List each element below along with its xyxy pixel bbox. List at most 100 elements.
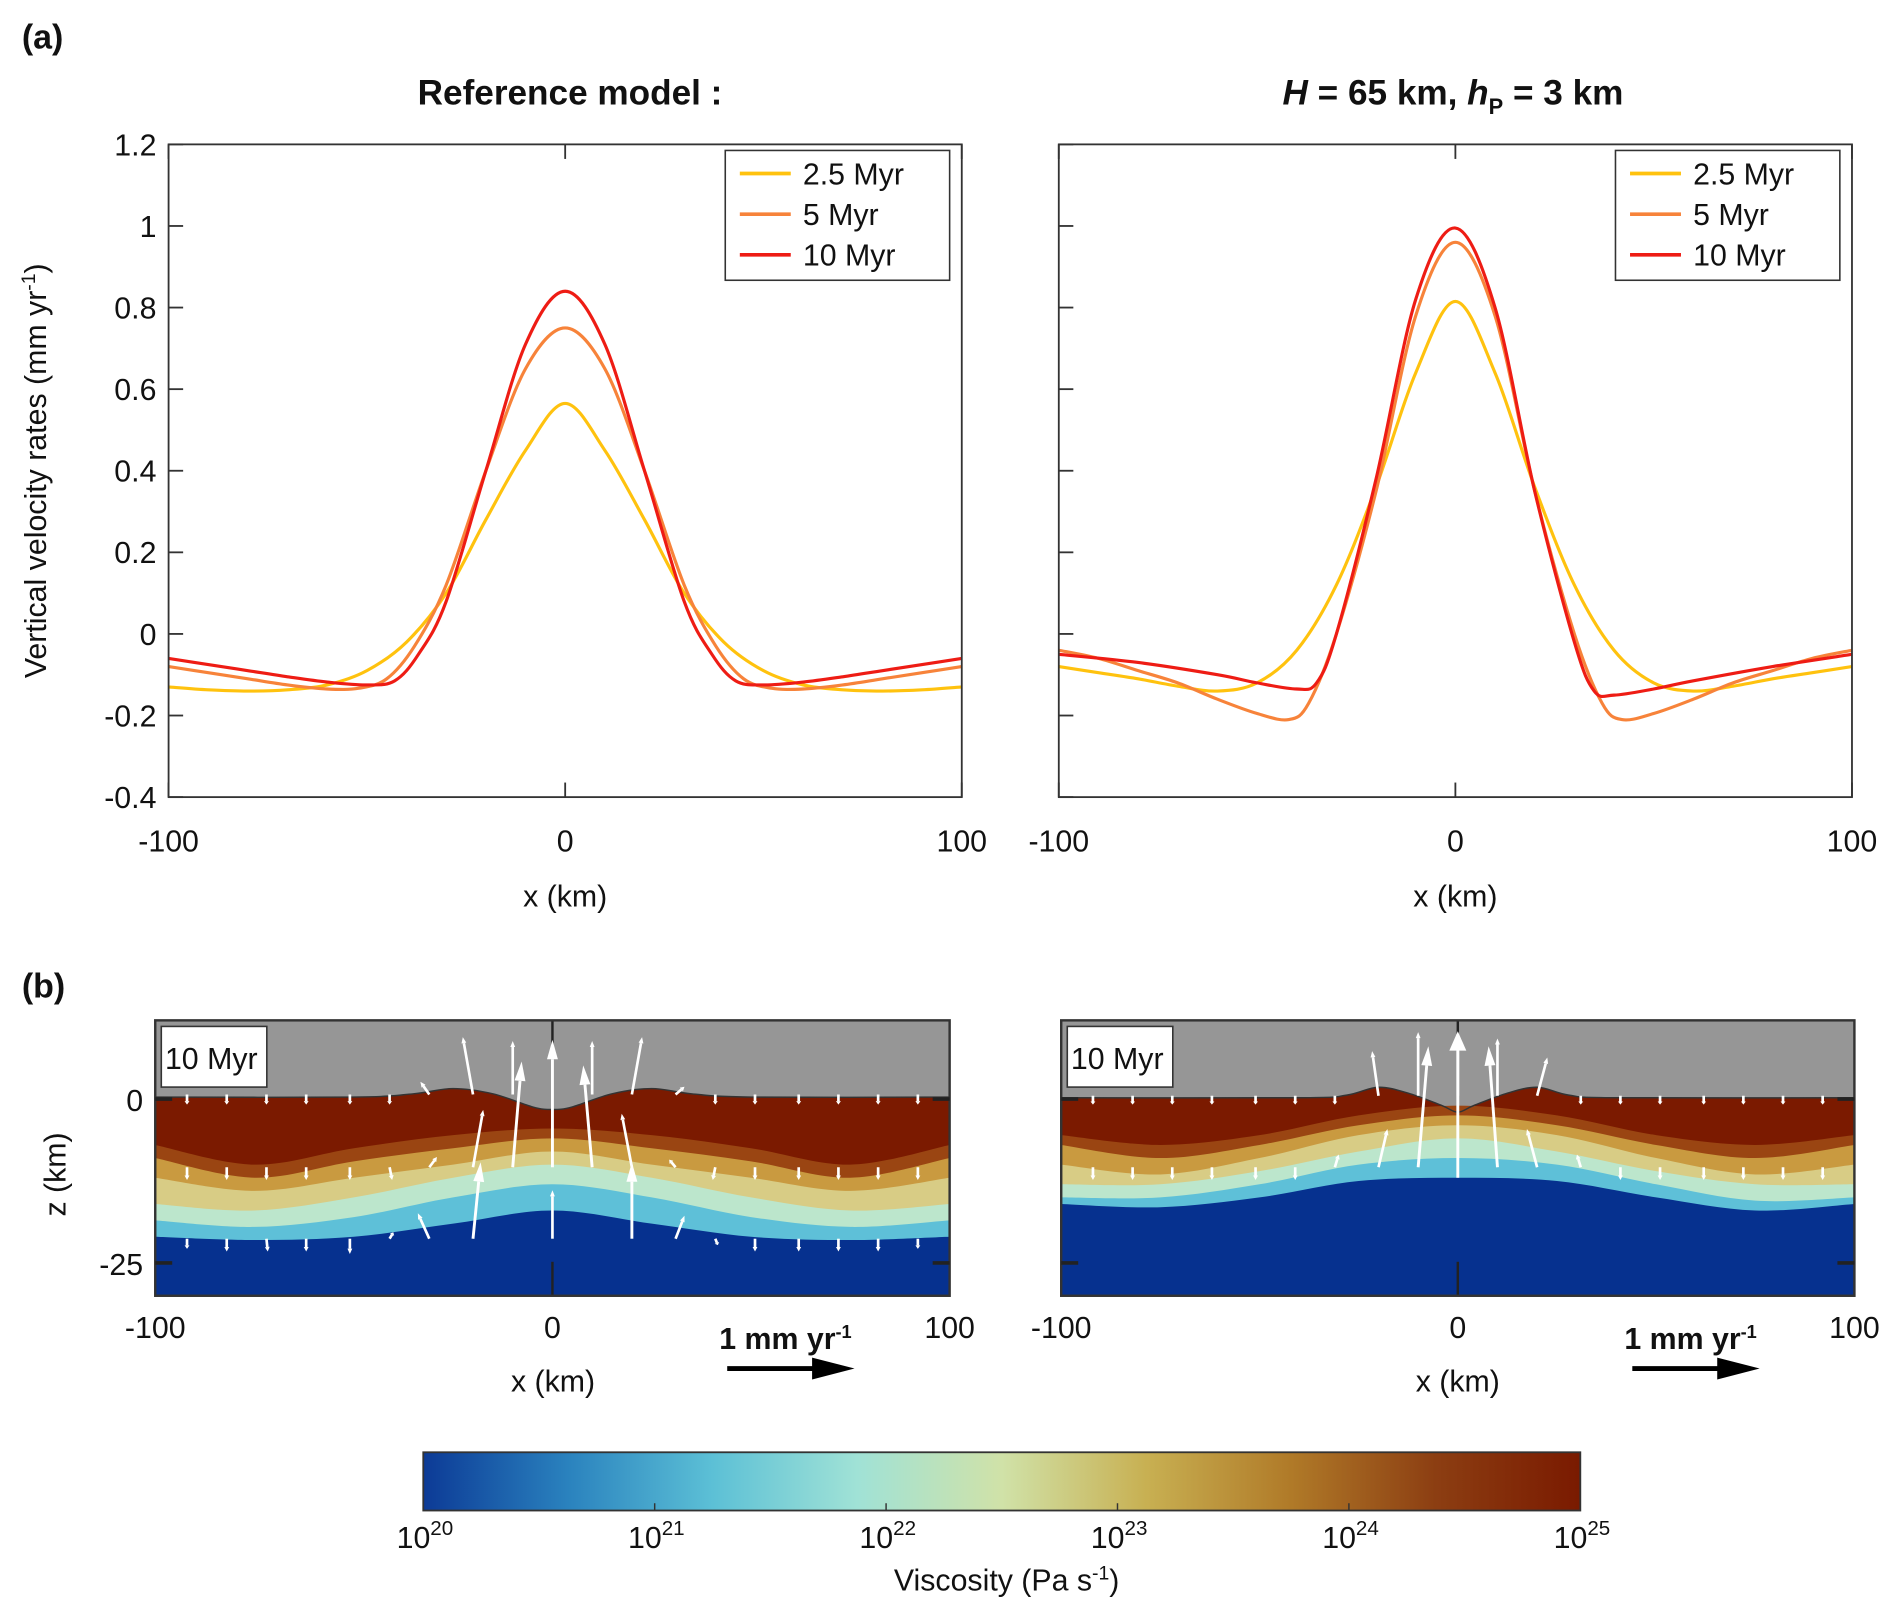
y-tick-label: 0.4 [114,456,156,489]
velocity-arrow [428,1159,436,1169]
viscosity-field-reference: 10 Myr 0 -25 -100 0 100 1 mm yr-1 z (km) x (k… [39,1019,975,1399]
velocity-arrowhead [1090,1101,1096,1105]
legend-label: 5 Myr [803,199,879,232]
velocity-arrowhead [915,1175,921,1180]
velocity-arrowhead [224,1101,230,1105]
velocity-arrow [388,1233,394,1240]
velocity-arrow [630,1042,643,1095]
velocity-arrowhead [752,1101,758,1105]
velocity-arrowhead [264,1175,269,1180]
velocity-arrowhead [1657,1101,1663,1105]
velocity-arrowhead [264,1101,269,1105]
velocity-arrowhead [835,1175,841,1180]
tick-base: 10 [859,1522,893,1555]
velocity-arrowhead [1820,1101,1826,1105]
velocity-arrowhead [184,1245,190,1249]
velocity-arrowhead [1543,1057,1549,1065]
velocity-arrow [462,1042,475,1095]
velocity-arrowhead [796,1246,802,1252]
velocity-arrowhead [1484,1046,1496,1066]
velocity-arrowhead [835,1101,841,1105]
velocity-arrowhead [714,1241,720,1246]
y-tick-label: 0 [126,1085,143,1118]
x-tick-label: -100 [1028,826,1089,859]
colorbar-label: Viscosity (Pa s-1) [894,1563,1120,1598]
plot-frame [1060,1019,1856,1297]
velocity-arrowhead [1209,1175,1215,1180]
series-line-5-Myr [168,326,962,692]
velocity-arrow [714,1238,719,1244]
velocity-arrow [471,1115,484,1168]
velocity-arrowhead [347,1248,353,1255]
velocity-arrowhead [514,1061,526,1082]
tick-base: 10 [628,1522,662,1555]
y-tick-label: 1 [140,211,157,244]
velocity-arrowhead [1090,1175,1096,1180]
velocity-arrowhead [417,1213,423,1220]
scale-arrow-label: 1 mm yr-1 [1624,1322,1756,1356]
colorbar: 1020 1021 1022 1023 1024 1025 Viscosity (Pa s… [397,1451,1611,1598]
velocity-arrowhead [1780,1175,1786,1180]
y-tick-label: -25 [99,1249,143,1282]
viscosity-layer [155,1210,950,1296]
velocity-arrowhead [1820,1175,1826,1180]
colorbar-tick-label: 1025 [1554,1517,1611,1555]
legend-label: 10 Myr [1693,240,1786,273]
velocity-arrowhead [1740,1101,1746,1105]
velocity-arrowhead [875,1246,881,1252]
x-tick-label: 0 [1447,826,1464,859]
velocity-arrowhead [303,1175,309,1180]
velocity-arrowhead [1169,1101,1175,1105]
velocity-arrowhead [1169,1175,1175,1180]
velocity-arrowhead [752,1246,758,1252]
y-axis-label: Vertical velocity rates (mm yr-1) [18,263,53,678]
colorbar-tick-label: 1022 [859,1517,916,1555]
velocity-arrowhead [1209,1101,1215,1105]
velocity-arrow [1576,1158,1583,1168]
z-axis-label: z (km) [39,1132,72,1216]
velocity-arrowhead [579,1065,591,1086]
velocity-arrowhead [1332,1101,1338,1105]
velocity-arrow [621,1119,634,1168]
velocity-arrowhead [473,1162,485,1183]
velocity-arrow [388,1166,393,1176]
colorbar-tick-label: 1021 [628,1517,685,1555]
velocity-arrowhead [669,1159,674,1164]
legend-label: 2.5 Myr [803,158,904,191]
x-tick-label: 0 [1449,1312,1466,1345]
velocity-arrowhead [875,1101,881,1105]
velocity-arrowhead [1526,1129,1531,1136]
velocity-arrowhead [184,1101,190,1105]
scale-label-text: 1 mm yr [719,1323,835,1356]
velocity-arrow [471,1181,481,1239]
legend-label: 10 Myr [803,240,896,273]
velocity-arrowhead [1617,1101,1623,1105]
velocity-arrow [1535,1063,1548,1097]
tick-exponent: 25 [1587,1517,1610,1540]
velocity-arrowhead [1740,1175,1746,1180]
velocity-arrow [1333,1158,1339,1168]
tick-base: 10 [1091,1522,1125,1555]
legend-label: 2.5 Myr [1693,158,1794,191]
scale-label-sup: -1 [1741,1322,1757,1342]
series-line-10-Myr [1058,226,1852,699]
colorbar-tick-label: 1020 [397,1517,454,1555]
x-tick-label: -100 [125,1312,186,1345]
velocity-arrowhead [224,1175,230,1180]
velocity-arrowhead [432,1157,437,1163]
velocity-arrowhead [389,1232,395,1236]
velocity-arrowhead [1383,1129,1389,1136]
chart-title: H = 65 km, hP = 3 km [1283,73,1624,119]
velocity-arrowhead [264,1246,270,1252]
velocity-arrowhead [1370,1051,1376,1058]
velocity-arrowhead [388,1175,394,1180]
velocity-arrowhead [620,1113,626,1121]
velocity-arrowhead [1495,1038,1500,1045]
velocity-arrowhead [915,1101,921,1105]
time-label: 10 Myr [1071,1043,1164,1076]
x-tick-label: 100 [1827,826,1878,859]
velocity-arrowhead [680,1215,685,1223]
velocity-arrowhead [347,1101,353,1105]
x-axis-label: x (km) [523,880,607,913]
